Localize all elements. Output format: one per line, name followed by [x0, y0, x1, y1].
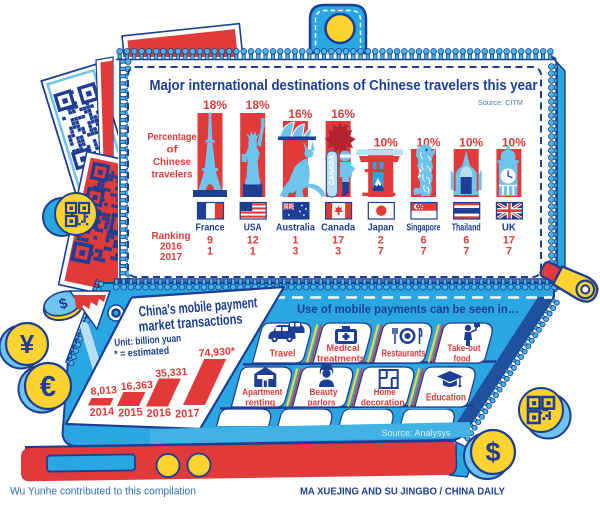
- svg-text:Unit: billion yuan: Unit: billion yuan: [114, 333, 182, 349]
- svg-text:food: food: [454, 354, 471, 365]
- svg-text:CANADA: CANADA: [329, 155, 336, 185]
- svg-text:treatments: treatments: [317, 354, 365, 365]
- svg-text:9: 9: [207, 235, 213, 247]
- svg-text:16%: 16%: [288, 109, 312, 121]
- svg-text:3: 3: [335, 246, 341, 258]
- svg-text:10%: 10%: [374, 138, 398, 150]
- svg-text:Take-out: Take-out: [448, 343, 482, 354]
- svg-text:renting: renting: [245, 398, 275, 409]
- svg-text:2017: 2017: [160, 252, 182, 263]
- svg-text:2016: 2016: [160, 242, 182, 253]
- svg-text:2016: 2016: [146, 407, 171, 420]
- svg-text:10%: 10%: [459, 138, 483, 150]
- svg-text:Japan: Japan: [368, 223, 394, 234]
- svg-text:€: €: [40, 371, 56, 403]
- svg-text:7: 7: [463, 246, 469, 258]
- svg-text:16,363: 16,363: [120, 379, 153, 393]
- svg-text:MA XUEJING AND SU JINGBO / CH: MA XUEJING AND SU JINGBO / CHINA DAILY: [300, 486, 505, 498]
- svg-text:1: 1: [207, 246, 213, 258]
- svg-text:France: France: [196, 223, 225, 234]
- svg-text:Chinese: Chinese: [153, 157, 191, 168]
- svg-text:Education: Education: [426, 393, 466, 404]
- svg-text:1: 1: [250, 246, 256, 258]
- svg-text:Restaurants: Restaurants: [382, 349, 426, 360]
- svg-text:2: 2: [378, 235, 384, 247]
- svg-text:10%: 10%: [502, 138, 526, 150]
- svg-text:1: 1: [292, 235, 298, 247]
- svg-text:74,930*: 74,930*: [198, 345, 236, 360]
- svg-text:Medical: Medical: [327, 343, 360, 354]
- svg-text:7: 7: [420, 246, 426, 258]
- svg-text:16%: 16%: [331, 109, 355, 121]
- svg-text:Source: CITM: Source: CITM: [478, 98, 523, 107]
- svg-text:Beauty: Beauty: [310, 387, 339, 398]
- svg-text:Source: Analysys: Source: Analysys: [381, 428, 451, 438]
- svg-text:Major international destinatio: Major international destinations of Chin…: [150, 77, 538, 94]
- svg-text:7: 7: [506, 246, 512, 258]
- svg-text:35,331: 35,331: [155, 366, 188, 380]
- svg-text:8,013: 8,013: [90, 384, 117, 398]
- svg-text:Home: Home: [374, 387, 396, 398]
- svg-text:17: 17: [503, 235, 515, 247]
- svg-text:18%: 18%: [246, 100, 270, 112]
- svg-text:Travel: Travel: [270, 349, 296, 360]
- svg-text:* = estimated: * = estimated: [114, 346, 170, 361]
- svg-text:USA: USA: [244, 223, 262, 234]
- svg-text:of: of: [167, 145, 179, 156]
- svg-text:3: 3: [292, 246, 298, 258]
- svg-text:Percentage: Percentage: [148, 132, 197, 143]
- svg-text:Australia: Australia: [276, 223, 315, 234]
- svg-text:7: 7: [378, 246, 384, 258]
- svg-text:Thailand: Thailand: [452, 223, 481, 234]
- svg-text:Wu Yunhe contributed to this c: Wu Yunhe contributed to this compilation: [10, 486, 196, 498]
- svg-text:Canada: Canada: [321, 223, 355, 234]
- svg-text:Apartment: Apartment: [242, 387, 283, 398]
- svg-text:6: 6: [420, 235, 426, 247]
- svg-text:18%: 18%: [203, 100, 227, 112]
- svg-text:UK: UK: [502, 223, 517, 234]
- svg-text:2015: 2015: [118, 406, 143, 419]
- svg-text:travelers: travelers: [152, 170, 193, 181]
- svg-text:17: 17: [332, 235, 344, 247]
- svg-text:¥: ¥: [20, 329, 35, 359]
- svg-text:Use of mobile payments can be: Use of mobile payments can be seen in…: [297, 302, 519, 316]
- svg-text:parlors: parlors: [308, 398, 336, 409]
- svg-text:decoration: decoration: [361, 398, 405, 409]
- svg-text:$: $: [485, 437, 500, 467]
- svg-text:6: 6: [463, 235, 469, 247]
- svg-text:2017: 2017: [175, 407, 200, 420]
- svg-text:2014: 2014: [89, 406, 115, 419]
- svg-text:12: 12: [247, 235, 259, 247]
- svg-text:Singapore: Singapore: [407, 223, 441, 234]
- svg-text:Ranking: Ranking: [152, 231, 191, 242]
